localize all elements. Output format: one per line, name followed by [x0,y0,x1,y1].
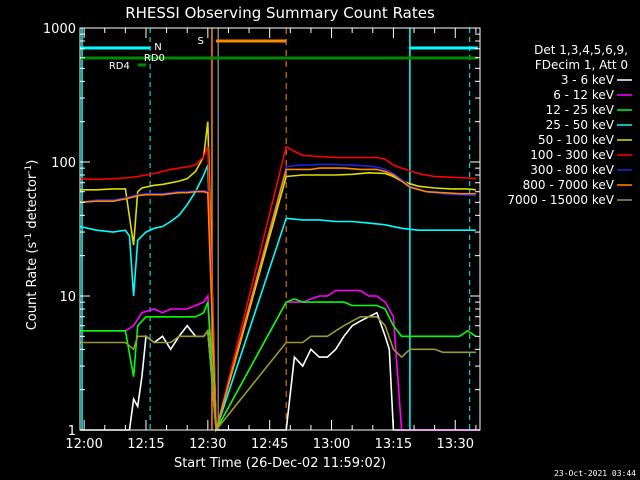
x-tick-label: 12:00 [65,437,102,452]
timestamp: 23-Oct-2021 03:44 [554,469,636,478]
legend-entry-label: 6 - 12 keV [553,88,615,102]
flag-label-rd4: RD4 [109,61,130,72]
x-tick-label: 13:30 [437,437,474,452]
series-line-3 [79,164,476,431]
legend-header-line-2: FDecim 1, Att 0 [535,58,628,72]
legend-entry-label: 50 - 100 keV [538,133,615,147]
legend: Det 1,3,4,5,6,9, FDecim 1, Att 0 3 - 6 k… [507,43,632,207]
series-line-5 [79,145,476,431]
x-tick-label: 12:15 [127,437,164,452]
series-line-8 [80,315,476,433]
series-line-7 [79,167,476,431]
axes: 1 10 100 1000 12:00 12:15 12:30 12:45 13:00 13:15… [43,22,481,452]
y-axis-label: Count Rate (s-1 detector-1) [24,160,40,331]
series-line-2 [80,298,477,433]
flag-label-n: N [154,42,161,53]
legend-entry-label: 12 - 25 keV [546,103,615,117]
legend-header-line-1: Det 1,3,4,5,6,9, [534,43,628,57]
series-line-6 [79,163,476,431]
x-tick-label: 12:45 [251,437,288,452]
legend-entry-label: 300 - 800 keV [530,163,614,177]
x-tick-label: 12:30 [189,437,226,452]
axes-frame [79,27,481,431]
flag-label-rd0: RD0 [144,53,165,64]
y-tick-label: 1 [68,424,76,439]
x-tick-label: 13:00 [313,437,350,452]
flag-label-s: S [198,36,204,47]
legend-entry-label: 3 - 6 keV [561,73,615,87]
series-line-1 [80,289,480,433]
x-axis-label: Start Time (26-Dec-02 11:59:02) [174,456,386,471]
legend-entry-label: 100 - 300 keV [530,148,614,162]
chart-title: RHESSI Observing Summary Count Rates [125,4,435,22]
y-tick-label: 100 [51,156,76,171]
legend-entry-label: 7000 - 15000 keV [507,193,614,207]
legend-entry-label: 800 - 7000 keV [523,178,615,192]
y-tick-label: 10 [59,290,76,305]
x-tick-label: 13:15 [375,437,412,452]
legend-entry-label: 25 - 50 keV [546,118,615,132]
y-tick-label: 1000 [43,22,76,37]
